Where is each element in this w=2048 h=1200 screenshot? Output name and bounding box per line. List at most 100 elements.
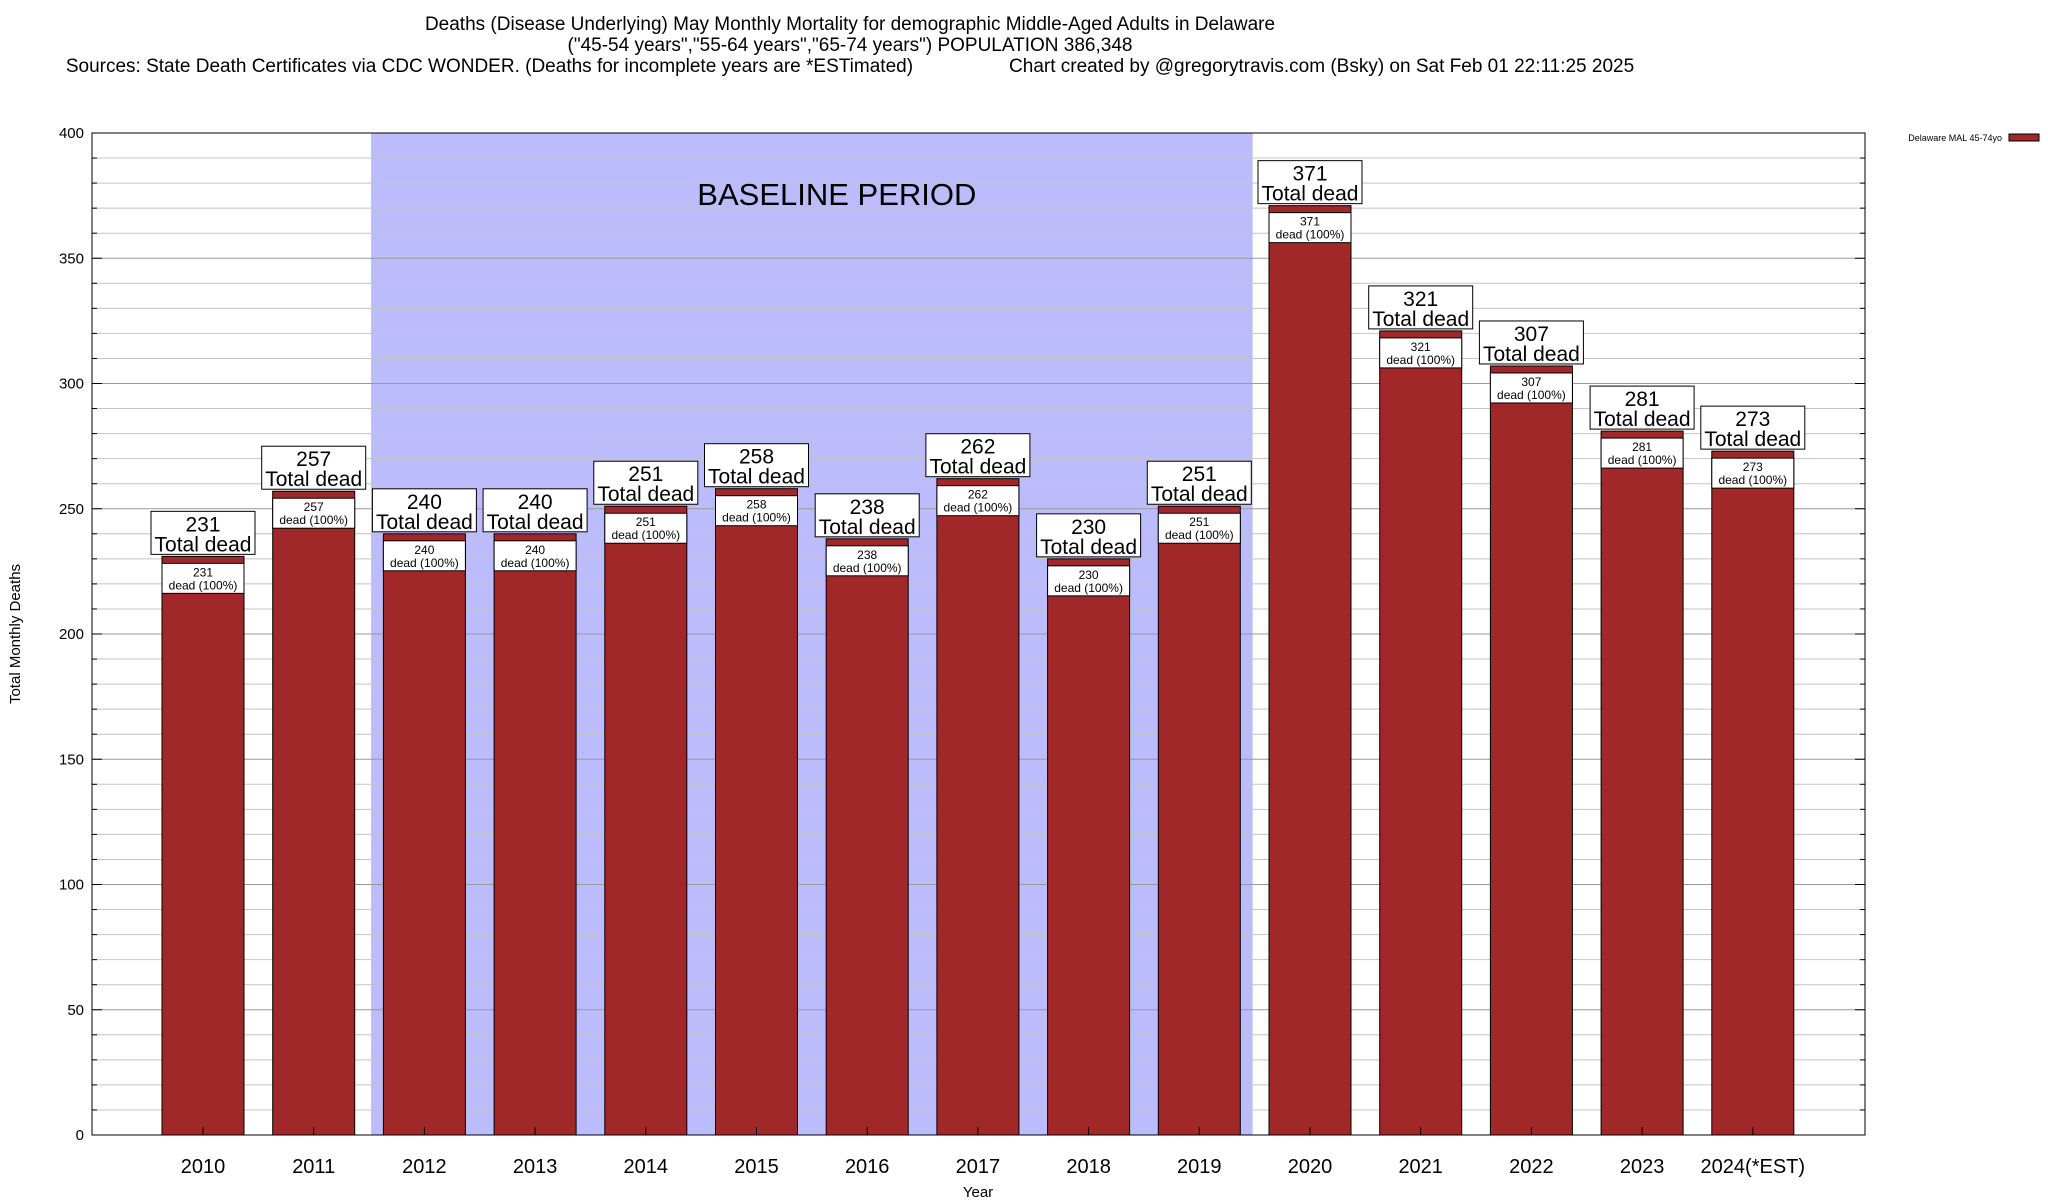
bar-total-dead-label: Total dead [1040,536,1137,559]
bar-total-label-box [1368,285,1474,330]
bar-total-dead-label: Total dead [1372,308,1469,331]
x-tick-label: 2012 [402,1156,447,1178]
bar [1157,505,1241,1136]
bar-value-label: 307 [1514,323,1549,346]
bar-inner-value-label: 240 [414,543,434,557]
y-axis-label: Total Monthly Deaths [7,564,24,704]
bar-value-label: 281 [1625,388,1660,411]
bar-inner-value-label: 257 [304,500,324,514]
x-tick-label: 2021 [1398,1156,1443,1178]
bar-value-label: 230 [1071,516,1106,539]
bar-total-dead-label: Total dead [819,516,916,539]
bar [1379,330,1463,1136]
bar-inner-dead-label: dead (100%) [1276,228,1345,242]
bar-inner-label-box [1047,565,1131,597]
bar-inner-label-box [1379,337,1463,369]
bar-inner-label-box [272,497,356,529]
bar-value-label: 273 [1735,408,1770,431]
bar-total-dead-label: Total dead [155,533,252,556]
bar-total-dead-label: Total dead [597,483,694,506]
bar-value-label: 240 [407,491,442,514]
bar-total-dead-label: Total dead [929,456,1026,479]
x-tick-label: 2018 [1066,1156,1111,1178]
bar-total-dead-label: Total dead [1262,183,1359,206]
bar-inner-label-box [1600,437,1684,469]
bar-value-label: 257 [296,448,331,471]
x-tick-label: 2024(*EST) [1701,1156,1806,1178]
bar [382,533,466,1136]
bar-value-label: 251 [628,463,663,486]
x-tick-label: 2019 [1177,1156,1222,1178]
baseline-label: BASELINE PERIOD [697,177,976,212]
bar-total-dead-label: Total dead [265,468,362,491]
legend-label: Delaware MAL 45-74yo [1908,133,2002,143]
bar-total-label-box [1589,385,1695,430]
x-tick-label: 2014 [624,1156,669,1178]
bar-inner-value-label: 262 [968,488,988,502]
bar-value-label: 371 [1292,163,1327,186]
y-tick-label: 300 [59,376,84,393]
bar-total-label-box [704,443,809,488]
bar-inner-label-box [161,562,245,594]
bar-inner-value-label: 240 [525,543,545,557]
bar-inner-label-box [936,485,1020,517]
bar-inner-dead-label: dead (100%) [1386,353,1455,367]
bar-inner-value-label: 273 [1743,460,1763,474]
bar [604,505,688,1136]
bar-total-dead-label: Total dead [1594,408,1691,431]
x-tick-label: 2016 [845,1156,890,1178]
y-tick-label: 150 [59,751,84,768]
bar-total-label-box [814,493,920,538]
bar [825,538,909,1136]
x-tick-label: 2015 [734,1156,779,1178]
bar [1711,450,1795,1136]
bar-inner-value-label: 307 [1521,375,1541,389]
bar-total-label-box [1700,405,1806,450]
chart-header: Deaths (Disease Underlying) May Monthly … [0,14,1700,77]
legend: Delaware MAL 45-74yo [1908,133,2040,143]
bar-inner-label-box [604,512,688,544]
bar-inner-dead-label: dead (100%) [1497,388,1566,402]
bar-inner-value-label: 258 [746,498,766,512]
bar-total-dead-label: Total dead [1151,483,1248,506]
bar-inner-dead-label: dead (100%) [944,501,1013,515]
bar-inner-value-label: 281 [1632,440,1652,454]
bar-inner-dead-label: dead (100%) [501,556,570,570]
bar-inner-dead-label: dead (100%) [1718,473,1787,487]
bar-inner-label-box [1711,457,1795,489]
bar-inner-value-label: 251 [636,515,656,529]
bar-inner-label-box [825,545,909,577]
chart-credit: Chart created by @gregorytravis.com (Bsk… [1009,56,1635,77]
bar-inner-dead-label: dead (100%) [722,511,791,525]
bar-inner-value-label: 230 [1079,568,1099,582]
bar [272,490,356,1136]
y-tick-label: 0 [76,1127,84,1144]
bar-value-label: 262 [960,436,995,459]
bar-total-dead-label: Total dead [1704,428,1801,451]
bar-inner-dead-label: dead (100%) [1165,528,1234,542]
axes: 0 50 100 150 200 250 300 350 400 2010 2011 2012 2013… [59,125,1866,1178]
bar-inner-value-label: 371 [1300,215,1320,229]
bar [1047,558,1131,1136]
bar [936,478,1020,1136]
bar [1268,205,1352,1136]
bar-inner-label-box [1157,512,1241,544]
bar-inner-dead-label: dead (100%) [390,556,459,570]
y-tick-label: 100 [59,877,84,894]
bar-inner-value-label: 321 [1411,340,1431,354]
chart-sources: Sources: State Death Certificates via CD… [65,56,914,77]
bar-inner-value-label: 231 [193,565,213,579]
chart-sources-line: Sources: State Death Certificates via CD… [0,56,1700,77]
bar-value-label: 240 [518,491,553,514]
bar-total-label-box [1146,460,1252,505]
y-tick-label: 250 [59,501,84,518]
bar-total-label-box [261,445,367,490]
bar [493,533,577,1136]
x-tick-label: 2017 [956,1156,1001,1178]
bar-total-dead-label: Total dead [1483,343,1580,366]
x-tick-label: 2011 [292,1156,335,1178]
bar-total-dead-label: Total dead [376,511,473,534]
bar-inner-label-box [382,540,466,572]
x-tick-label: 2022 [1509,1156,1554,1178]
